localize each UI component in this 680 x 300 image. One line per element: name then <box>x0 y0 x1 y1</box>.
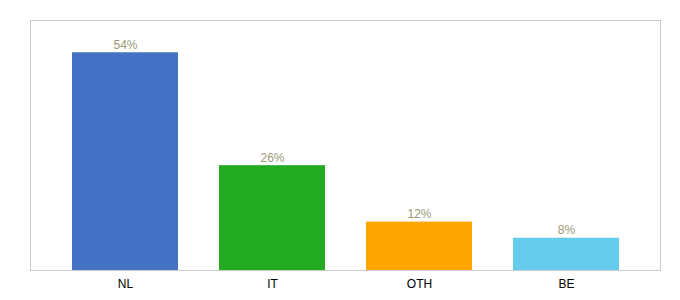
svg-text:26%: 26% <box>260 151 284 165</box>
svg-text:IT: IT <box>267 277 278 291</box>
svg-text:OTH: OTH <box>407 277 432 291</box>
svg-text:54%: 54% <box>113 38 137 52</box>
svg-text:8%: 8% <box>558 223 576 237</box>
svg-text:12%: 12% <box>407 207 431 221</box>
svg-text:BE: BE <box>558 277 574 291</box>
svg-text:NL: NL <box>118 277 134 291</box>
